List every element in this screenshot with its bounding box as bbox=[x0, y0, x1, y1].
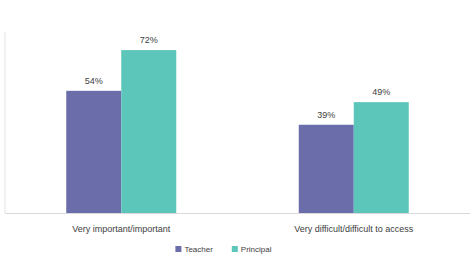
data-label: 54% bbox=[85, 76, 103, 86]
y-axis-line bbox=[5, 32, 6, 213]
bar bbox=[299, 125, 354, 213]
x-axis-line bbox=[5, 213, 470, 214]
bar bbox=[121, 50, 176, 213]
legend: Teacher Principal bbox=[175, 245, 271, 254]
legend-swatch bbox=[232, 246, 238, 252]
x-tick-label: Very difficult/difficult to access bbox=[294, 224, 414, 234]
chart-svg: 54% 72% 39% 49% Very important/important Very… bbox=[0, 0, 474, 279]
data-label: 72% bbox=[140, 35, 158, 45]
legend-swatch bbox=[175, 246, 181, 252]
x-tick-label: Very important/important bbox=[72, 224, 171, 234]
data-labels: 54% 72% 39% 49% bbox=[85, 35, 391, 120]
chart-container: 54% 72% 39% 49% Very important/important Very… bbox=[0, 0, 474, 279]
bar bbox=[354, 102, 409, 213]
bar bbox=[66, 91, 121, 213]
legend-label: Principal bbox=[241, 245, 272, 254]
bars bbox=[66, 50, 409, 213]
legend-label: Teacher bbox=[184, 245, 213, 254]
data-label: 49% bbox=[372, 87, 390, 97]
data-label: 39% bbox=[317, 110, 335, 120]
